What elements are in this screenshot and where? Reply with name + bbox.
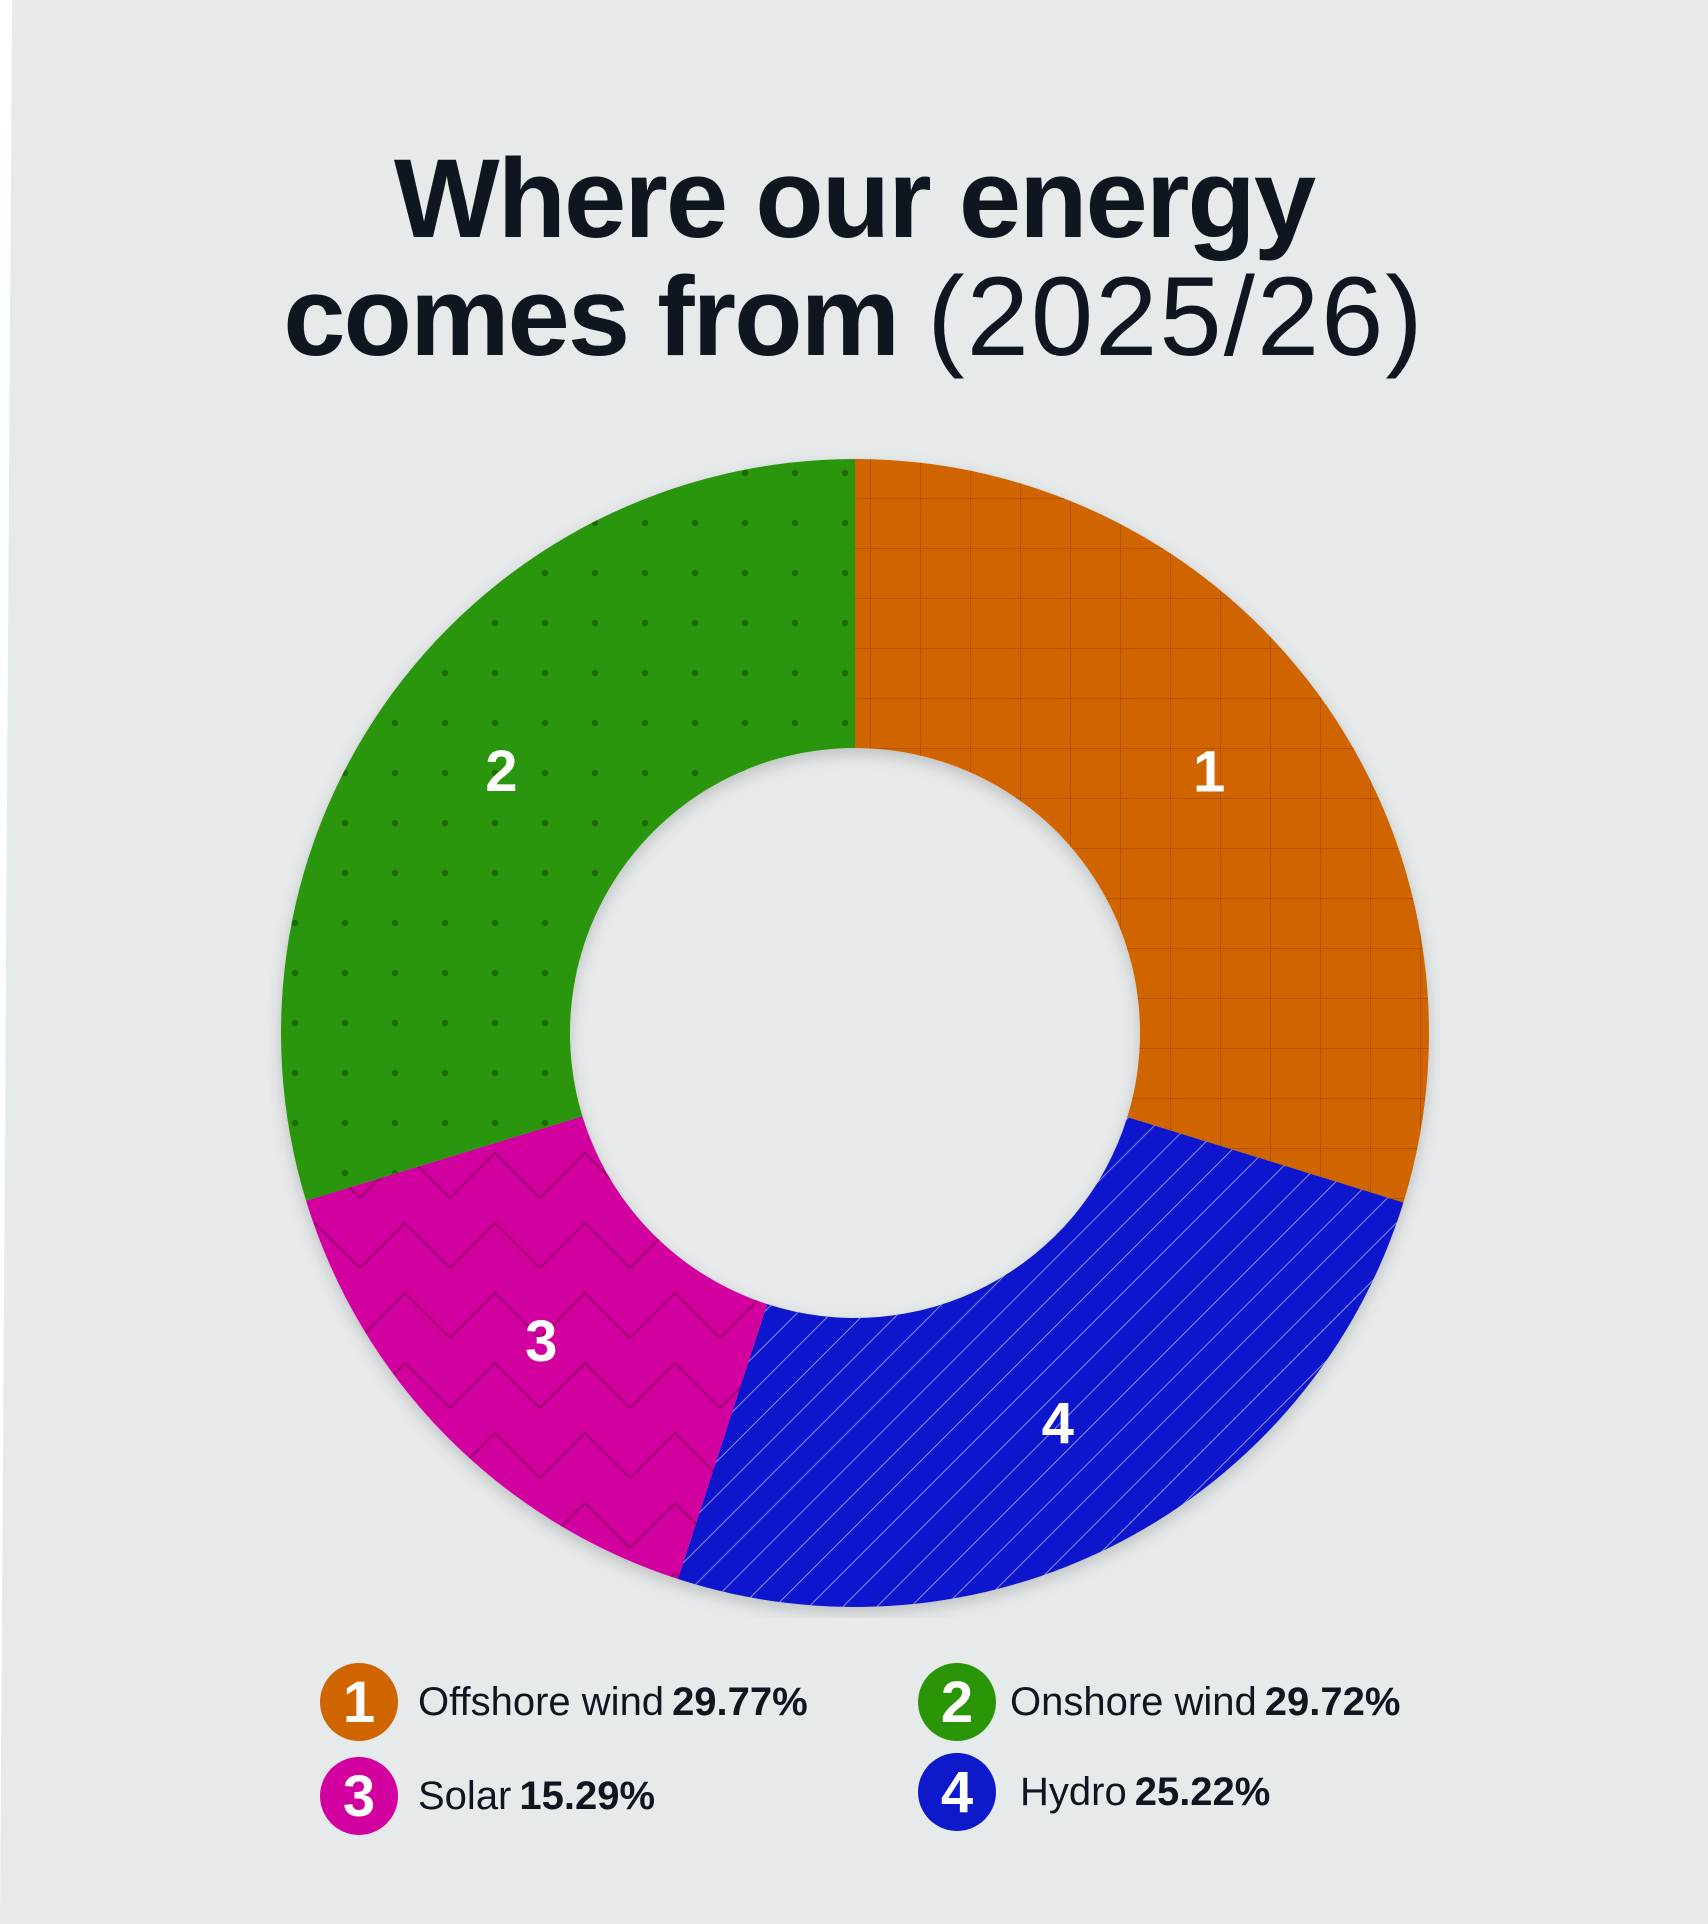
legend-text-3: Solar 15.29% xyxy=(418,1774,655,1819)
legend-badge-2: 2 xyxy=(918,1663,996,1741)
title-bold-part: comes from xyxy=(283,254,900,379)
legend-badge-3: 3 xyxy=(320,1757,398,1835)
legend-label-1: Offshore wind xyxy=(418,1679,665,1724)
slice-label-3: 3 xyxy=(525,1309,557,1374)
donut-slice-onshore-wind xyxy=(280,459,855,1201)
legend-label-2: Onshore wind xyxy=(1010,1679,1257,1724)
legend-item-offshore-wind: 1 Offshore wind 29.77% xyxy=(320,1662,808,1742)
title-line-2: comes from (2025/26) xyxy=(0,258,1708,376)
slice-pattern-hydro xyxy=(677,1117,1404,1608)
legend-value-2: 29.72% xyxy=(1264,1679,1401,1724)
title-period: (2025/26) xyxy=(927,254,1425,379)
donut-slice-offshore-wind xyxy=(855,459,1430,1203)
slice-pattern-offshore-wind xyxy=(855,459,1430,1203)
chart-title: Where our energy comes from (2025/26) xyxy=(0,140,1708,376)
slice-pattern-solar xyxy=(306,1116,768,1580)
title-line-1: Where our energy xyxy=(393,136,1316,261)
slice-label-1: 1 xyxy=(1193,739,1225,804)
legend-badge-1: 1 xyxy=(320,1663,398,1741)
legend-value-1: 29.77% xyxy=(672,1679,808,1724)
slice-label-4: 4 xyxy=(1042,1391,1074,1456)
legend-item-solar: 3 Solar 15.29% xyxy=(320,1756,655,1836)
legend-badge-4: 4 xyxy=(918,1753,996,1831)
legend-value-4: 25.22% xyxy=(1134,1769,1271,1814)
legend-item-onshore-wind: 2 Onshore wind 29.72% xyxy=(918,1662,1400,1742)
legend-label-3: Solar xyxy=(418,1773,512,1818)
slice-label-2: 2 xyxy=(485,739,517,804)
legend-label-4: Hydro xyxy=(1020,1769,1127,1814)
donut-slice-hydro xyxy=(677,1117,1404,1608)
slice-pattern-onshore-wind xyxy=(280,459,855,1201)
legend-text-2: Onshore wind 29.72% xyxy=(1010,1680,1400,1725)
legend-value-3: 15.29% xyxy=(519,1773,656,1818)
legend-item-hydro: 4 Hydro 25.22% xyxy=(918,1752,1270,1832)
donut-slice-solar xyxy=(306,1116,768,1580)
legend-text-1: Offshore wind 29.77% xyxy=(418,1680,808,1725)
donut-chart: 1 4 3 2 xyxy=(280,459,1430,1608)
legend-text-4: Hydro 25.22% xyxy=(1020,1770,1270,1815)
